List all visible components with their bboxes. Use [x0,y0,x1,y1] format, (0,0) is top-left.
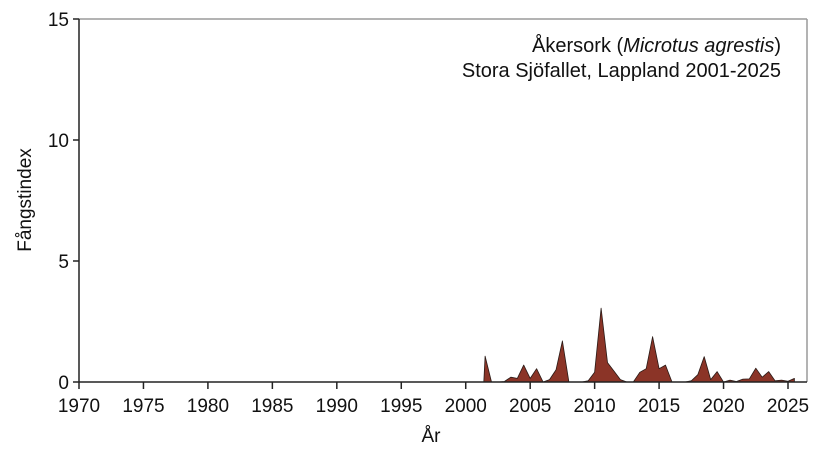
x-tick-label: 2020 [702,396,744,417]
x-tick-label: 2010 [573,396,615,417]
title-close-paren: ) [774,35,781,57]
x-ticks: 1970 1975 1980 1985 1990 1995 2000 2005 2010 2015… [58,382,809,417]
y-tick-label: 10 [48,131,69,152]
x-tick-label: 2000 [445,396,487,417]
data-area [483,307,795,383]
x-tick-label: 1990 [316,396,358,417]
x-tick-label: 1975 [122,396,164,417]
y-tick-label: 0 [58,373,69,394]
chart-title: Åkersork (Microtus agrestis) [532,34,781,57]
x-tick-label: 1980 [187,396,229,417]
x-tick-label: 2005 [509,396,551,417]
y-tick-label: 15 [48,10,69,31]
axes: 0 5 10 15 1970 1975 1980 1985 1990 1995 2000 2005 2… [48,10,809,417]
x-tick-label: 1970 [58,396,100,417]
plot-frame [79,18,808,382]
x-tick-label: 1995 [380,396,422,417]
x-tick-label: 2015 [638,396,680,417]
title-common-name: Åkersork [532,34,612,57]
title-open-paren: ( [611,35,624,57]
y-tick-label: 5 [58,252,69,273]
x-tick-label: 1985 [251,396,293,417]
y-ticks: 0 5 10 15 [48,10,79,394]
x-axis-title: År [422,426,442,447]
title-latin-name: Microtus agrestis [623,35,774,57]
chart-subtitle: Stora Sjöfallet, Lappland 2001-2025 [462,60,781,82]
x-tick-label: 2025 [767,396,809,417]
y-axis-title: Fångstindex [15,148,36,252]
